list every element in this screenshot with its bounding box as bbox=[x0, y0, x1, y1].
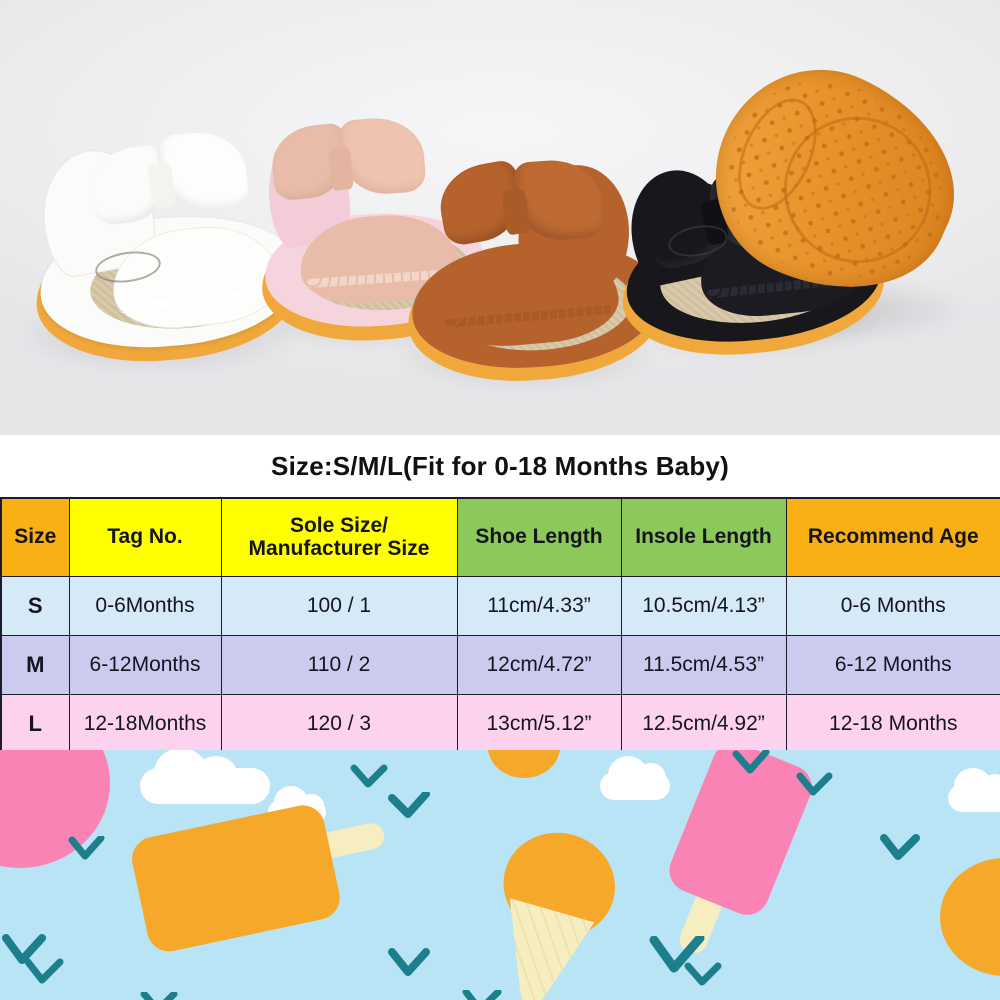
header-shoe-length: Shoe Length bbox=[456, 497, 622, 577]
bird-icon bbox=[386, 948, 438, 985]
cell-recommend-age: 6-12 Months bbox=[785, 635, 1000, 695]
table-row: L 12-18Months 120 / 3 13cm/5.12” 12.5cm/… bbox=[0, 694, 1000, 755]
bird-icon bbox=[648, 933, 714, 983]
cell-recommend-age: 0-6 Months bbox=[785, 576, 1000, 636]
header-sole-size-line2: Manufacturer Size bbox=[248, 536, 430, 560]
size-chart-title-band: Size:S/M/L(Fit for 0-18 Months Baby) bbox=[0, 435, 1000, 497]
bird-icon bbox=[68, 834, 112, 869]
cell-shoe-length: 12cm/4.72” bbox=[456, 635, 622, 695]
header-size: Size bbox=[0, 497, 70, 577]
orange-blob-right-icon bbox=[940, 858, 1000, 976]
bird-icon bbox=[460, 988, 508, 1000]
page-title: Size:S/M/L(Fit for 0-18 Months Baby) bbox=[271, 450, 729, 481]
cell-size: S bbox=[0, 576, 70, 636]
header-recommend-age: Recommend Age bbox=[785, 497, 1000, 577]
cell-sole-size: 120 / 3 bbox=[220, 694, 458, 755]
cell-tag-no: 6-12Months bbox=[68, 635, 222, 695]
cell-shoe-length: 13cm/5.12” bbox=[456, 694, 622, 755]
bird-icon bbox=[0, 934, 56, 973]
cell-sole-size: 100 / 1 bbox=[220, 576, 458, 636]
header-insole-length: Insole Length bbox=[620, 497, 787, 577]
header-tag-no: Tag No. bbox=[68, 497, 222, 577]
table-row: S 0-6Months 100 / 1 11cm/4.33” 10.5cm/4.… bbox=[0, 576, 1000, 636]
bird-icon bbox=[22, 958, 72, 993]
summer-pattern-banner bbox=[0, 750, 1000, 1000]
header-sole-size: Sole Size/ Manufacturer Size bbox=[220, 497, 458, 577]
cell-insole-length: 10.5cm/4.13” bbox=[620, 576, 787, 636]
table-row: M 6-12Months 110 / 2 12cm/4.72” 11.5cm/4… bbox=[0, 635, 1000, 695]
cell-size: L bbox=[0, 694, 70, 755]
table-body: S 0-6Months 100 / 1 11cm/4.33” 10.5cm/4.… bbox=[0, 576, 1000, 755]
bird-icon bbox=[682, 962, 730, 995]
orange-blob-icon bbox=[488, 750, 560, 778]
product-photo bbox=[0, 0, 1000, 435]
bird-icon bbox=[140, 990, 184, 1000]
cell-tag-no: 12-18Months bbox=[68, 694, 222, 755]
cell-recommend-age: 12-18 Months bbox=[785, 694, 1000, 755]
header-sole-size-line1: Sole Size/ bbox=[289, 514, 389, 538]
bow-knot-pink bbox=[327, 146, 355, 192]
cell-tag-no: 0-6Months bbox=[68, 576, 222, 636]
cell-insole-length: 11.5cm/4.53” bbox=[620, 635, 787, 695]
table-header-row: Size Tag No. Sole Size/ Manufacturer Siz… bbox=[0, 497, 1000, 577]
bird-icon bbox=[878, 834, 928, 869]
cell-sole-size: 110 / 2 bbox=[220, 635, 458, 695]
cell-insole-length: 12.5cm/4.92” bbox=[620, 694, 787, 755]
size-table-wrap: Size Tag No. Sole Size/ Manufacturer Siz… bbox=[0, 497, 1000, 755]
bird-icon bbox=[388, 790, 438, 827]
size-table: Size Tag No. Sole Size/ Manufacturer Siz… bbox=[0, 497, 1000, 755]
cell-shoe-length: 11cm/4.33” bbox=[456, 576, 622, 636]
bird-icon bbox=[350, 764, 396, 797]
bird-icon bbox=[732, 750, 778, 783]
cell-size: M bbox=[0, 635, 70, 695]
bird-icon bbox=[796, 772, 840, 805]
